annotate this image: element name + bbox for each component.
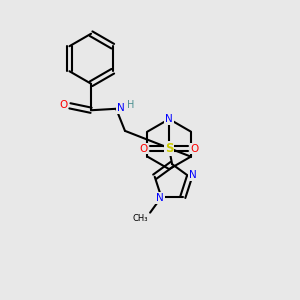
Text: O: O	[59, 100, 68, 110]
Text: O: O	[140, 143, 148, 154]
Text: N: N	[188, 170, 196, 180]
Text: N: N	[165, 114, 173, 124]
Text: O: O	[190, 143, 199, 154]
Text: N: N	[117, 103, 124, 113]
Text: N: N	[156, 193, 164, 203]
Text: S: S	[165, 142, 173, 155]
Text: H: H	[127, 100, 134, 110]
Text: CH₃: CH₃	[132, 214, 148, 223]
